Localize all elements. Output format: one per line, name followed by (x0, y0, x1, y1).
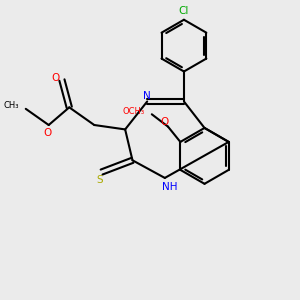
Text: OCH₃: OCH₃ (122, 107, 145, 116)
Text: NH: NH (162, 182, 178, 192)
Text: O: O (51, 73, 60, 83)
Text: S: S (97, 175, 104, 185)
Text: CH₃: CH₃ (4, 101, 19, 110)
Text: N: N (143, 91, 151, 100)
Text: O: O (160, 117, 169, 127)
Text: Cl: Cl (179, 6, 189, 16)
Text: O: O (43, 128, 51, 138)
